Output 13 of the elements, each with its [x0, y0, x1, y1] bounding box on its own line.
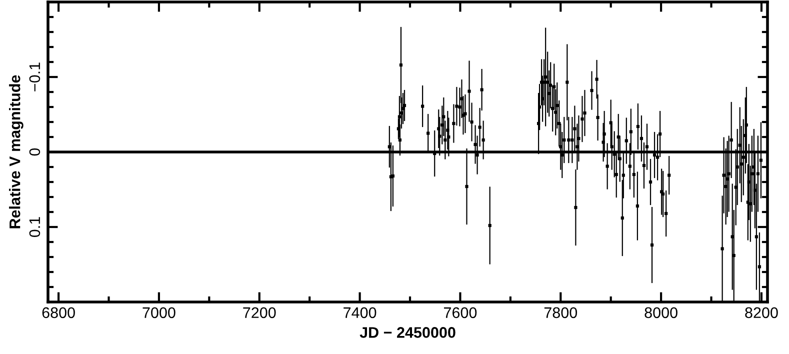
x-tick-label: 7000 — [142, 307, 176, 318]
x-axis-title: JD − 2450000 — [360, 327, 456, 338]
x-tick-label: 7600 — [444, 307, 477, 318]
x-tick-label: 7200 — [243, 307, 276, 318]
y-tick-label: −0.1 — [29, 62, 40, 92]
x-tick-label: 8200 — [745, 307, 778, 318]
x-tick-label: 7400 — [344, 307, 376, 318]
y-axis-title: Relative V magnitude — [9, 75, 24, 228]
y-tick-label: 0 — [29, 148, 40, 156]
x-tick-label: 7800 — [544, 307, 578, 318]
x-tick-label: 6800 — [42, 307, 75, 318]
x-tick-label: 8000 — [644, 307, 678, 318]
y-tick-label: 0.1 — [29, 217, 40, 238]
